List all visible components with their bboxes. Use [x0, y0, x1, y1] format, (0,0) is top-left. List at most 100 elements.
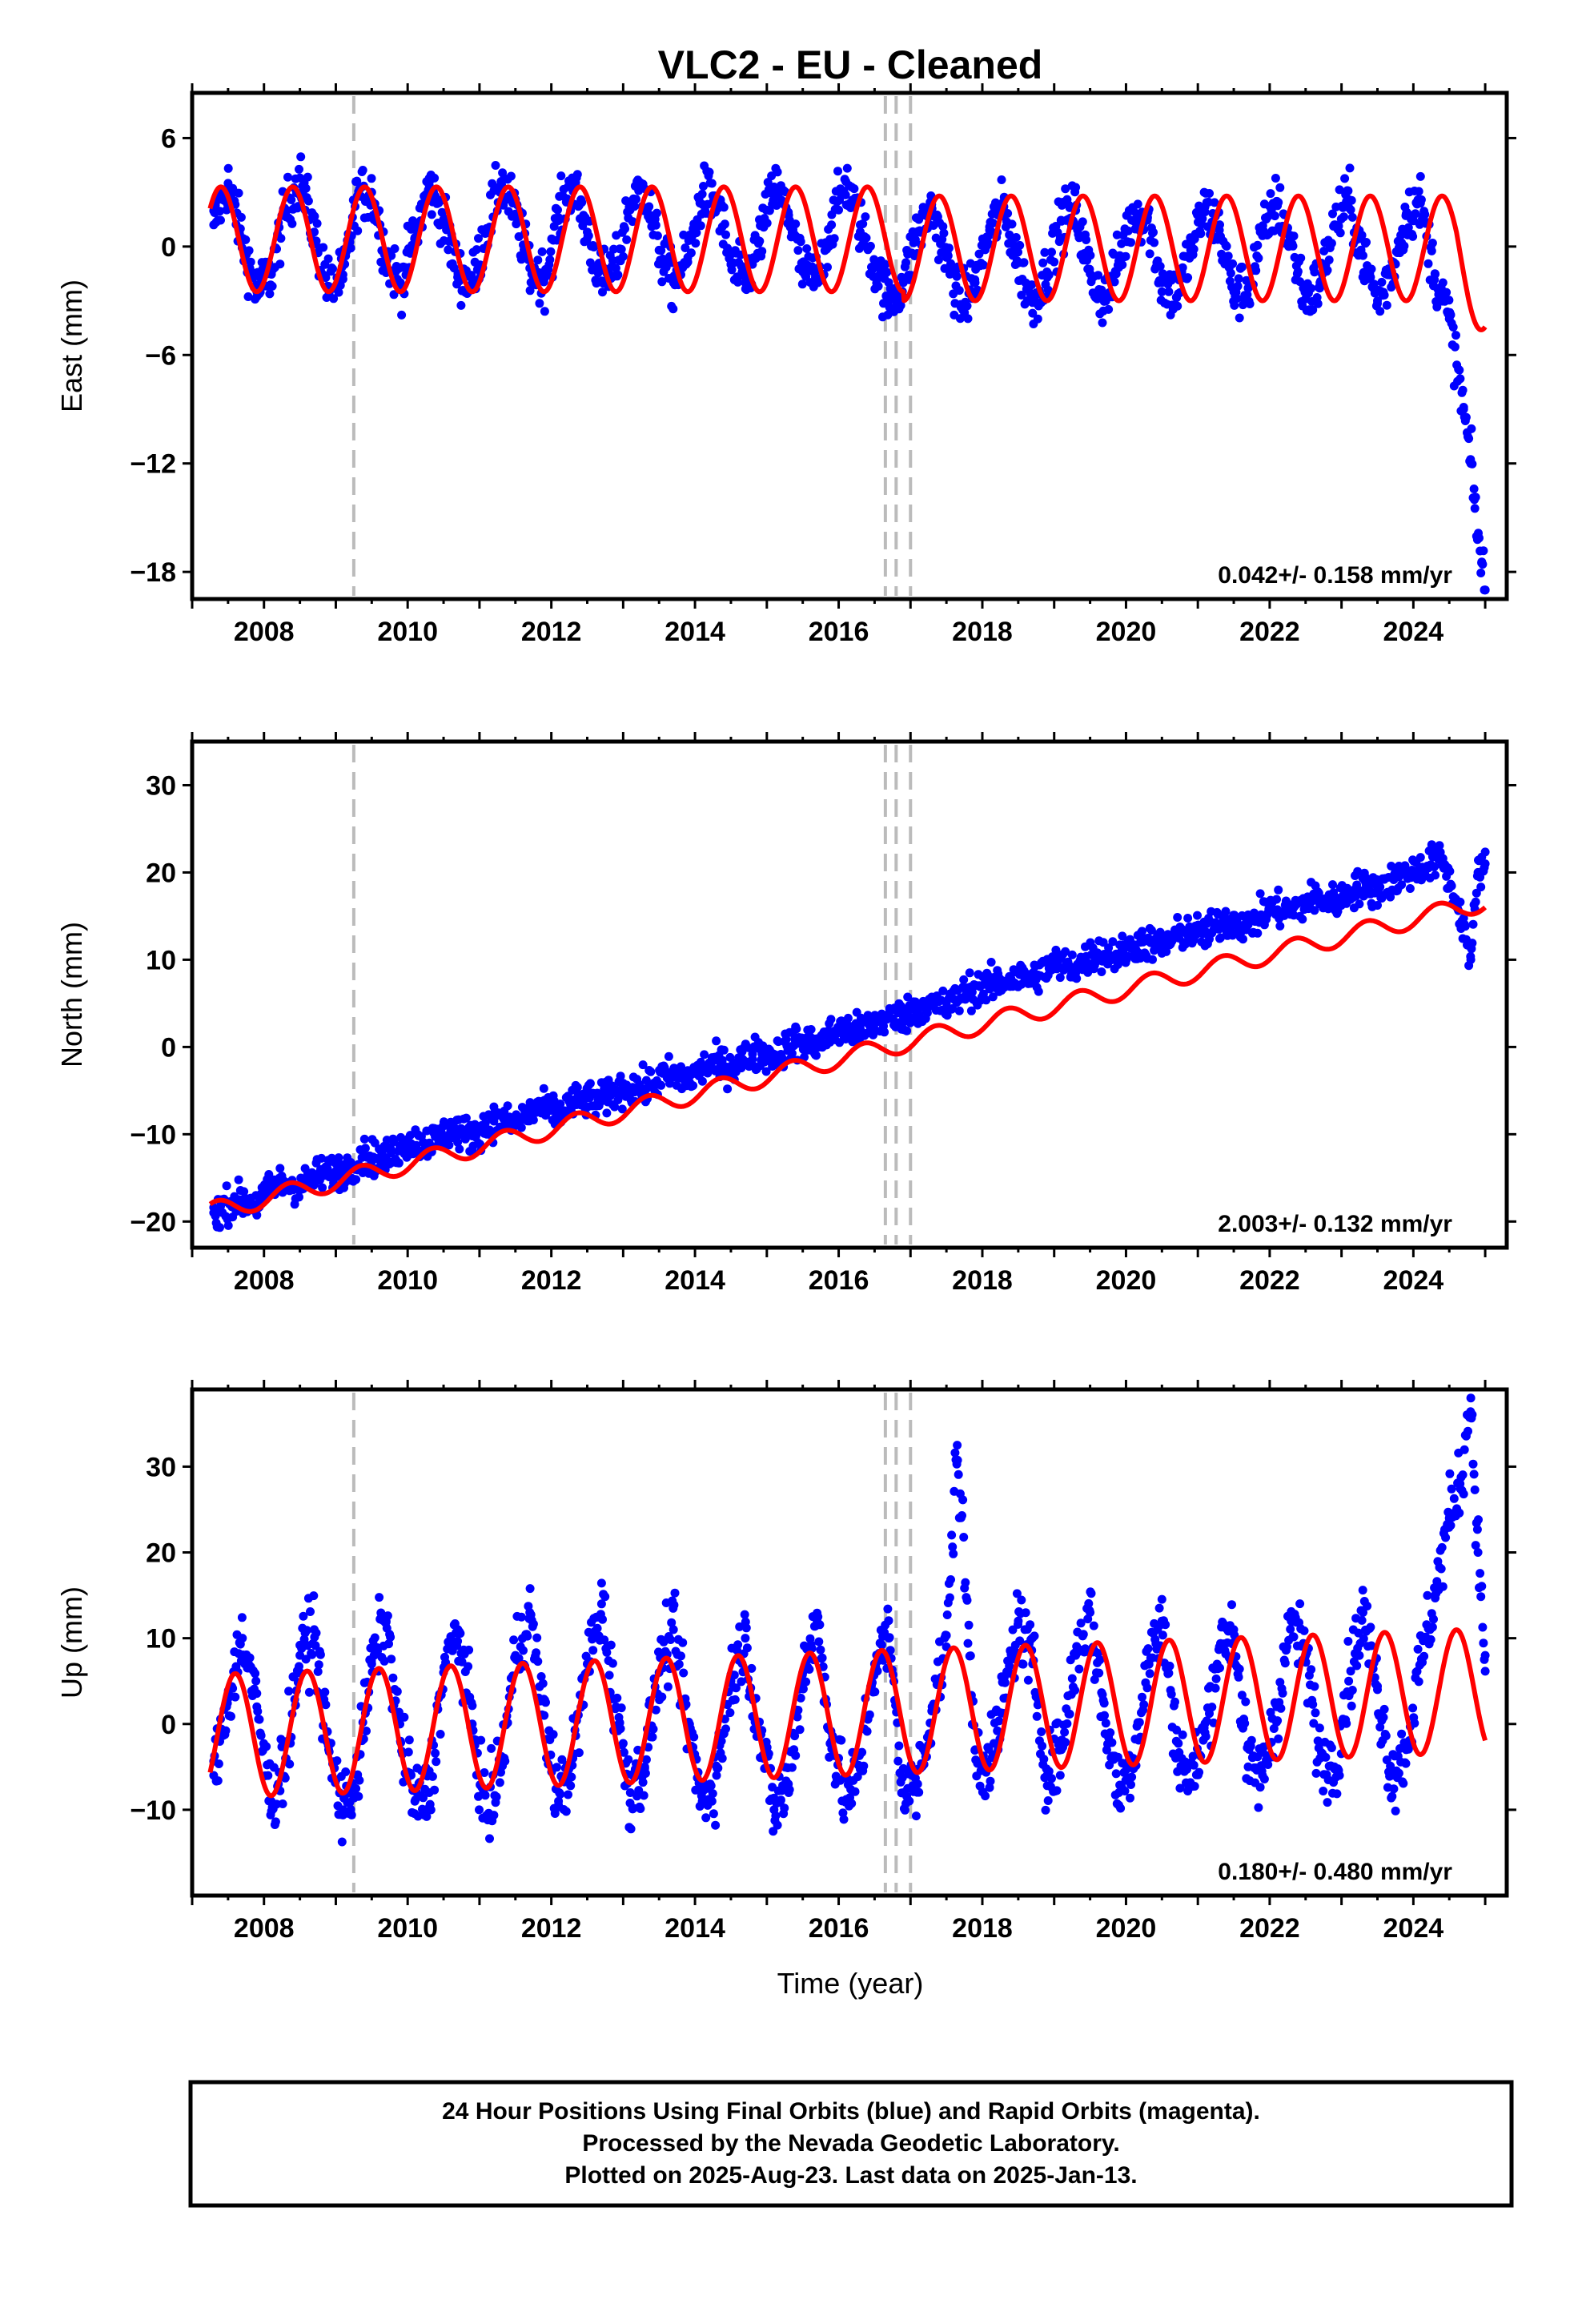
data-point: [1039, 1755, 1049, 1764]
data-point: [1399, 241, 1409, 251]
data-point: [1127, 1772, 1137, 1782]
data-point: [1038, 1741, 1047, 1751]
data-point: [942, 1630, 951, 1640]
data-point: [1011, 233, 1021, 242]
data-point: [1415, 171, 1425, 181]
data-point: [1272, 895, 1281, 904]
data-point: [561, 1807, 571, 1816]
data-point: [291, 174, 300, 183]
data-point: [1401, 1759, 1411, 1768]
data-point: [598, 1614, 607, 1624]
data-point: [539, 1084, 548, 1093]
data-point: [1215, 220, 1224, 230]
data-point: [1145, 249, 1154, 259]
model-fit-curve: [207, 184, 1488, 332]
data-point: [861, 212, 870, 222]
data-point: [719, 203, 729, 212]
data-point: [1332, 1789, 1342, 1799]
data-point: [1467, 424, 1476, 433]
data-point: [1358, 1586, 1367, 1595]
data-point: [519, 1646, 528, 1655]
data-point: [287, 219, 297, 228]
data-point: [812, 1051, 821, 1060]
data-point: [1211, 1674, 1221, 1683]
data-point: [986, 1776, 995, 1786]
y-axis-label: North (mm): [55, 922, 88, 1068]
data-point: [1234, 1672, 1243, 1682]
data-point: [606, 1640, 616, 1650]
data-point: [1019, 258, 1029, 267]
data-point: [500, 1756, 510, 1766]
data-point: [1133, 199, 1142, 209]
data-point: [1139, 1700, 1149, 1710]
data-point: [997, 175, 1006, 184]
data-point: [1471, 1541, 1480, 1550]
data-point: [1468, 459, 1477, 468]
data-point: [1459, 1490, 1468, 1499]
data-point: [1476, 1592, 1486, 1602]
data-point: [628, 217, 637, 227]
data-point: [1335, 1771, 1344, 1780]
data-point: [303, 172, 312, 182]
data-point: [223, 163, 233, 173]
data-point: [464, 1662, 473, 1671]
data-point: [1255, 889, 1265, 899]
data-point: [1339, 212, 1348, 222]
data-point: [681, 243, 690, 252]
data-point: [1479, 546, 1488, 556]
data-point: [620, 224, 629, 234]
data-point: [1088, 943, 1098, 953]
data-point: [1357, 1615, 1367, 1625]
data-point: [276, 234, 286, 243]
data-point: [1183, 914, 1193, 923]
data-point: [785, 1785, 794, 1795]
data-point: [725, 1708, 735, 1718]
data-point: [1098, 318, 1107, 328]
data-point: [602, 1108, 612, 1118]
data-point: [1078, 217, 1087, 227]
data-point: [1174, 1739, 1183, 1748]
x-tick-label: 2010: [377, 1265, 438, 1296]
data-point: [375, 1593, 384, 1602]
data-point: [949, 1549, 958, 1558]
y-tick-label: −20: [130, 1207, 176, 1237]
data-point: [455, 276, 464, 286]
data-point: [405, 1131, 415, 1140]
data-point: [1299, 1626, 1309, 1635]
data-point: [787, 1763, 797, 1772]
data-point: [1478, 1622, 1488, 1632]
data-point: [1480, 862, 1489, 872]
data-point: [383, 1611, 392, 1621]
data-point: [600, 1592, 610, 1602]
data-point: [275, 1164, 285, 1173]
data-point: [1055, 1771, 1065, 1780]
data-point: [360, 1144, 370, 1153]
data-point: [1426, 1634, 1435, 1644]
x-tick-label: 2014: [665, 1913, 725, 1944]
data-point: [617, 1104, 627, 1114]
data-point: [1126, 1793, 1134, 1803]
data-point: [1178, 1730, 1187, 1739]
data-point: [1459, 403, 1468, 412]
data-point: [953, 1441, 962, 1450]
data-point: [315, 1650, 325, 1659]
data-point: [666, 1635, 676, 1644]
data-point: [1288, 241, 1298, 251]
data-point: [847, 1799, 857, 1808]
data-point: [278, 1799, 287, 1808]
data-point: [884, 1616, 893, 1626]
data-point: [817, 1653, 827, 1663]
x-tick-label: 2020: [1096, 1265, 1157, 1296]
y-tick-label: 20: [146, 1538, 176, 1569]
data-point: [495, 1778, 504, 1787]
data-point: [1043, 1796, 1053, 1805]
data-point: [1086, 1589, 1096, 1598]
data-point: [1445, 866, 1455, 876]
data-point: [1408, 231, 1418, 241]
data-point: [865, 1710, 874, 1719]
data-point: [215, 207, 224, 216]
data-point: [1241, 1697, 1251, 1707]
data-point: [1468, 1409, 1477, 1419]
y-axis-label: East (mm): [55, 279, 88, 412]
data-point: [1278, 1688, 1287, 1698]
